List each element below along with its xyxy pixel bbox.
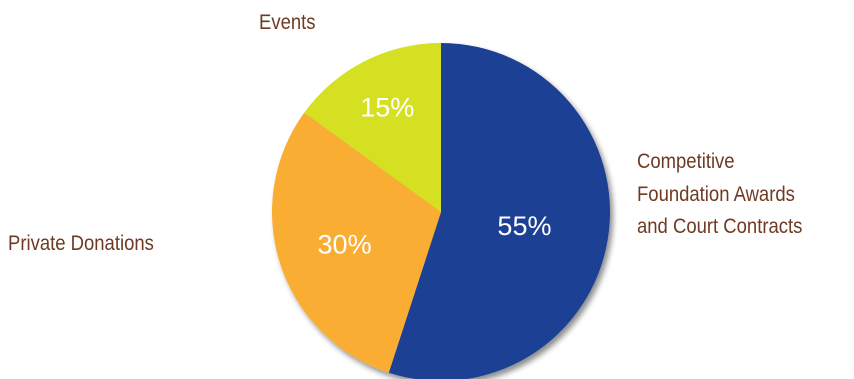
slice-label-line: and Court Contracts — [637, 211, 802, 244]
slice-label-line: Events — [259, 7, 315, 40]
slice-value-label: 55% — [497, 211, 551, 241]
pie-slices — [272, 43, 610, 379]
slice-label-events: Events — [259, 7, 315, 40]
slice-value-label: 30% — [318, 229, 372, 259]
slice-label-private-donations: Private Donations — [8, 228, 154, 261]
slice-label-line: Foundation Awards — [637, 179, 802, 212]
slice-label-line: Private Donations — [8, 228, 154, 261]
slice-value-label: 15% — [360, 93, 414, 123]
slice-label-line: Competitive — [637, 146, 802, 179]
slice-label-competitive: Competitive Foundation Awards and Court … — [637, 146, 802, 244]
